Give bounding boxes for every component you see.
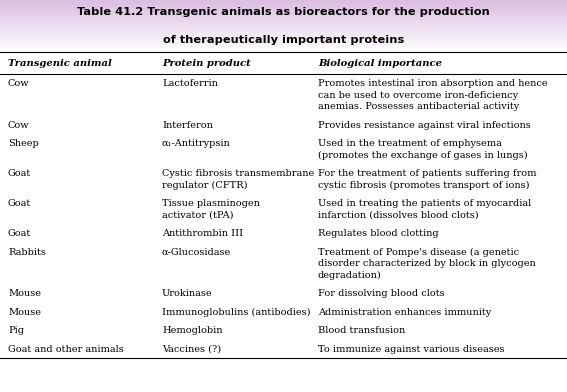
Bar: [0, 31, 567, 33]
Bar: [0, 45, 567, 47]
Text: Treatment of Pompe's disease (a genetic: Treatment of Pompe's disease (a genetic: [318, 248, 519, 257]
Bar: [0, 4, 567, 5]
Text: Regulates blood clotting: Regulates blood clotting: [318, 229, 439, 238]
Bar: [0, 29, 567, 30]
Bar: [0, 5, 567, 7]
Text: Goat: Goat: [8, 169, 31, 178]
Text: Table 41.2 Transgenic animals as bioreactors for the production: Table 41.2 Transgenic animals as bioreac…: [77, 7, 490, 18]
Text: Cow: Cow: [8, 79, 29, 88]
Text: Interferon: Interferon: [162, 121, 213, 130]
Text: Hemoglobin: Hemoglobin: [162, 326, 222, 335]
Bar: [0, 21, 567, 22]
Bar: [0, 49, 567, 51]
Bar: [0, 18, 567, 20]
Bar: [0, 34, 567, 35]
Bar: [0, 48, 567, 49]
Text: Protein product: Protein product: [162, 58, 251, 67]
Bar: [0, 39, 567, 40]
Text: Biological importance: Biological importance: [318, 58, 442, 67]
Text: α-Glucosidase: α-Glucosidase: [162, 248, 231, 257]
Text: Vaccines (?): Vaccines (?): [162, 345, 221, 354]
Bar: [0, 17, 567, 18]
Text: of therapeutically important proteins: of therapeutically important proteins: [163, 34, 404, 45]
Text: Goat: Goat: [8, 229, 31, 238]
Bar: [0, 25, 567, 26]
Bar: [0, 22, 567, 24]
Text: α₁-Antitrypsin: α₁-Antitrypsin: [162, 139, 231, 148]
Text: disorder characterized by block in glycogen: disorder characterized by block in glyco…: [318, 259, 536, 268]
Bar: [0, 51, 567, 52]
Text: Pig: Pig: [8, 326, 24, 335]
Bar: [0, 3, 567, 4]
Text: Urokinase: Urokinase: [162, 289, 213, 298]
Bar: [0, 42, 567, 43]
Text: Goat and other animals: Goat and other animals: [8, 345, 124, 354]
Bar: [0, 33, 567, 34]
Bar: [0, 16, 567, 17]
Bar: [0, 30, 567, 31]
Text: Cystic fibrosis transmembrane: Cystic fibrosis transmembrane: [162, 169, 314, 178]
Bar: [0, 35, 567, 36]
Text: can be used to overcome iron-deficiency: can be used to overcome iron-deficiency: [318, 91, 518, 100]
Bar: [0, 43, 567, 44]
Bar: [0, 8, 567, 9]
Text: cystic fibrosis (promotes transport of ions): cystic fibrosis (promotes transport of i…: [318, 181, 530, 190]
Text: Rabbits: Rabbits: [8, 248, 46, 257]
Bar: [0, 44, 567, 45]
Text: anemias. Possesses antibacterial activity: anemias. Possesses antibacterial activit…: [318, 102, 519, 111]
Bar: [0, 13, 567, 14]
Bar: [0, 36, 567, 38]
Bar: [0, 26, 567, 27]
Bar: [0, 12, 567, 13]
Text: Sheep: Sheep: [8, 139, 39, 148]
Text: Cow: Cow: [8, 121, 29, 130]
Text: degradation): degradation): [318, 271, 382, 280]
Bar: [0, 47, 567, 48]
Bar: [0, 1, 567, 3]
Bar: [0, 38, 567, 39]
Text: regulator (CFTR): regulator (CFTR): [162, 181, 248, 190]
Text: Mouse: Mouse: [8, 308, 41, 317]
Text: Mouse: Mouse: [8, 289, 41, 298]
Bar: [0, 20, 567, 21]
Text: Administration enhances immunity: Administration enhances immunity: [318, 308, 491, 317]
Text: Provides resistance against viral infections: Provides resistance against viral infect…: [318, 121, 531, 130]
Text: Used in treating the patients of myocardial: Used in treating the patients of myocard…: [318, 199, 531, 208]
Text: Antithrombin III: Antithrombin III: [162, 229, 243, 238]
Text: To immunize against various diseases: To immunize against various diseases: [318, 345, 505, 354]
Bar: [0, 0, 567, 1]
Text: Used in the treatment of emphysema: Used in the treatment of emphysema: [318, 139, 502, 148]
Text: Blood transfusion: Blood transfusion: [318, 326, 405, 335]
Text: Immunoglobulins (antibodies): Immunoglobulins (antibodies): [162, 308, 311, 317]
Bar: [0, 27, 567, 29]
Text: activator (tPA): activator (tPA): [162, 211, 234, 220]
Text: infarction (dissolves blood clots): infarction (dissolves blood clots): [318, 211, 479, 220]
Bar: [0, 7, 567, 8]
Text: Promotes intestinal iron absorption and hence: Promotes intestinal iron absorption and …: [318, 79, 548, 88]
Bar: [0, 14, 567, 16]
Bar: [0, 9, 567, 11]
Bar: [0, 40, 567, 42]
Text: Transgenic animal: Transgenic animal: [8, 58, 112, 67]
Text: For dissolving blood clots: For dissolving blood clots: [318, 289, 445, 298]
Text: For the treatment of patients suffering from: For the treatment of patients suffering …: [318, 169, 536, 178]
Bar: [0, 11, 567, 12]
Text: Lactoferrin: Lactoferrin: [162, 79, 218, 88]
Bar: [0, 24, 567, 25]
Text: Tissue plasminogen: Tissue plasminogen: [162, 199, 260, 208]
Text: (promotes the exchange of gases in lungs): (promotes the exchange of gases in lungs…: [318, 151, 528, 160]
Text: Goat: Goat: [8, 199, 31, 208]
